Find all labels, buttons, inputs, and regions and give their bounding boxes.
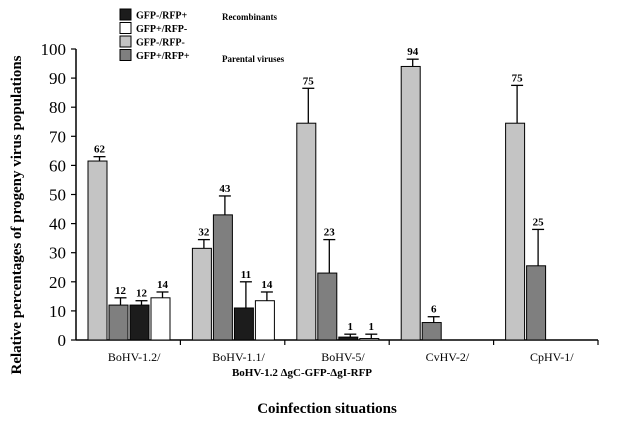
bar: [254, 300, 275, 341]
legend-swatch: [119, 49, 132, 61]
legend-entry: GFP+/RFP-: [136, 24, 187, 35]
data-label: 25: [533, 216, 545, 228]
bar: [233, 307, 254, 341]
bar: [150, 297, 171, 341]
bar: [359, 338, 380, 341]
bar: [296, 122, 317, 341]
x-tick-label: BoHV-1.1/: [212, 350, 265, 364]
legend-swatch: [119, 22, 132, 34]
y-tick-label: 70: [49, 127, 66, 146]
data-label: 14: [261, 279, 273, 291]
bar: [317, 272, 338, 341]
bar: [129, 304, 150, 341]
legend-entry: GFP-/RFP-: [136, 38, 185, 49]
data-label: 43: [219, 183, 231, 195]
data-label: 62: [94, 144, 106, 156]
x-axis-label: Coinfection situations: [257, 401, 397, 417]
legend-entry: GFP+/RFP+: [136, 51, 190, 62]
data-label: 23: [324, 227, 336, 239]
data-label: 11: [241, 269, 251, 281]
chart-subtitle: BoHV-1.2 ΔgC-GFP-ΔgI-RFP: [232, 367, 372, 379]
y-tick-label: 90: [49, 69, 66, 88]
data-label: 14: [157, 279, 169, 291]
bar: [191, 247, 212, 341]
y-tick-label: 30: [49, 244, 66, 263]
data-label: 1: [348, 321, 354, 333]
legend-swatch: [119, 8, 132, 21]
y-tick-label: 80: [49, 98, 66, 117]
x-tick-label: CvHV-2/: [426, 350, 470, 364]
data-label: 12: [115, 285, 127, 297]
bar: [421, 322, 442, 341]
data-label: 1: [369, 321, 375, 333]
bar: [400, 65, 421, 341]
y-tick-label: 40: [49, 215, 66, 234]
data-label: 75: [303, 75, 315, 87]
bar: [108, 304, 129, 341]
y-axis-label: Relative percentages of progeny virus po…: [9, 55, 25, 374]
data-label: 75: [512, 72, 524, 84]
legend-entry: GFP-/RFP+: [136, 11, 188, 22]
y-tick-label: 0: [58, 331, 67, 350]
y-tick-label: 50: [49, 186, 66, 205]
y-tick-label: 100: [41, 40, 67, 59]
data-label: 6: [431, 304, 437, 316]
data-label: 12: [136, 288, 148, 300]
y-tick-label: 60: [49, 156, 66, 175]
bar: [505, 122, 526, 341]
data-label: 94: [407, 46, 419, 58]
x-tick-label: BoHV-1.2/: [108, 350, 161, 364]
y-tick-label: 20: [49, 273, 66, 292]
data-label: 32: [198, 227, 210, 239]
bar: [87, 160, 108, 341]
x-tick-label: CpHV-1/: [530, 350, 574, 364]
legend-swatch: [119, 35, 132, 48]
bar: [526, 265, 547, 341]
x-tick-label: BoHV-5/: [321, 350, 365, 364]
bar: [338, 336, 359, 341]
bar: [212, 214, 233, 341]
y-tick-label: 10: [49, 302, 66, 321]
legend-group-recombinants: Recombinants: [222, 12, 277, 22]
legend-group-parental: Parental viruses: [222, 54, 285, 64]
